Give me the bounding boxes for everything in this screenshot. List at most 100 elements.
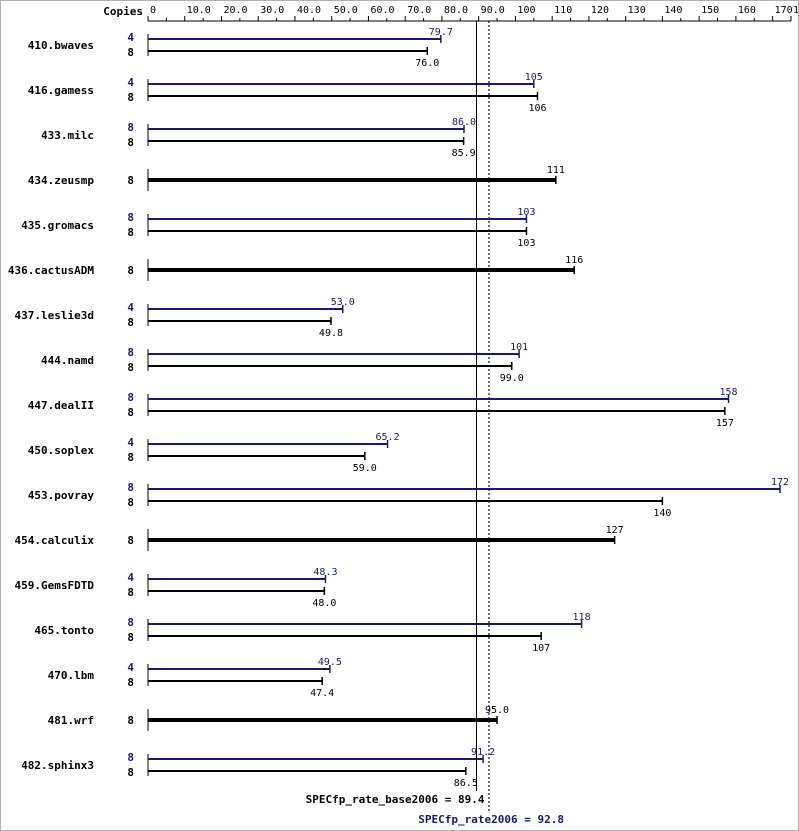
peak-value-label: 53.0 <box>331 297 355 308</box>
peak-copies-value: 8 <box>127 751 134 764</box>
base-copies-value: 8 <box>127 451 134 464</box>
peak-value-label: 158 <box>720 387 738 398</box>
benchmark-label: 453.povray <box>28 489 95 502</box>
base-value-label: 103 <box>517 238 535 249</box>
base-copies-value: 8 <box>127 91 134 104</box>
x-tick-label: 110 <box>554 5 572 16</box>
peak-value-label: 49.5 <box>318 657 342 668</box>
base-copies-value: 8 <box>127 631 134 644</box>
benchmark-label: 450.soplex <box>28 444 95 457</box>
peak-copies-value: 8 <box>127 211 134 224</box>
x-tick-label: 90.0 <box>481 5 505 16</box>
benchmark-label: 444.namd <box>41 354 94 367</box>
peak-copies-value: 8 <box>127 616 134 629</box>
peak-copies-value: 8 <box>127 391 134 404</box>
base-value-label: 106 <box>528 103 546 114</box>
x-tick-label: 175 <box>793 5 798 16</box>
x-tick-label: 160 <box>738 5 756 16</box>
benchmark-label: 482.sphinx3 <box>21 759 94 772</box>
x-tick-label: 40.0 <box>297 5 321 16</box>
x-tick-label: 10.0 <box>187 5 211 16</box>
base-summary-label: SPECfp_rate_base2006 = 89.4 <box>306 793 485 806</box>
base-value-label: 47.4 <box>310 688 334 699</box>
peak-value-label: 91.2 <box>471 747 495 758</box>
peak-value-label: 79.7 <box>429 27 453 38</box>
combined-value-label: 111 <box>547 165 565 176</box>
x-tick-label: 100 <box>517 5 535 16</box>
benchmark-label: 465.tonto <box>34 624 94 637</box>
x-tick-label: 60.0 <box>370 5 394 16</box>
benchmark-label: 433.milc <box>41 129 94 142</box>
base-value-label: 48.0 <box>312 598 336 609</box>
x-tick-label: 120 <box>591 5 609 16</box>
base-copies-value: 8 <box>127 586 134 599</box>
peak-copies-value: 4 <box>127 436 134 449</box>
base-copies-value: 8 <box>127 46 134 59</box>
x-tick-label: 150 <box>701 5 719 16</box>
base-copies-value: 8 <box>127 406 134 419</box>
x-tick-label: 80.0 <box>444 5 468 16</box>
base-value-label: 140 <box>653 508 671 519</box>
copies-header: Copies <box>103 5 143 18</box>
peak-value-label: 103 <box>517 207 535 218</box>
combined-value-label: 95.0 <box>485 705 509 716</box>
base-copies-value: 8 <box>127 496 134 509</box>
peak-copies-value: 4 <box>127 661 134 674</box>
base-value-label: 107 <box>532 643 550 654</box>
benchmark-label: 447.dealII <box>28 399 94 412</box>
base-value-label: 76.0 <box>415 58 439 69</box>
benchmark-label: 481.wrf <box>48 714 94 727</box>
benchmark-label: 435.gromacs <box>21 219 94 232</box>
base-value-label: 99.0 <box>500 373 524 384</box>
copies-value: 8 <box>127 534 134 547</box>
peak-value-label: 65.2 <box>376 432 400 443</box>
peak-copies-value: 8 <box>127 481 134 494</box>
benchmark-label: 454.calculix <box>15 534 95 547</box>
benchmark-label: 459.GemsFDTD <box>15 579 95 592</box>
benchmark-label: 436.cactusADM <box>8 264 94 277</box>
peak-value-label: 118 <box>573 612 591 623</box>
base-value-label: 157 <box>716 418 734 429</box>
copies-value: 8 <box>127 174 134 187</box>
base-copies-value: 8 <box>127 136 134 149</box>
x-tick-label: 20.0 <box>223 5 247 16</box>
x-tick-label: 0 <box>150 5 156 16</box>
x-tick-label: 140 <box>664 5 682 16</box>
copies-value: 8 <box>127 264 134 277</box>
peak-copies-value: 4 <box>127 301 134 314</box>
x-tick-label: 70.0 <box>407 5 431 16</box>
peak-value-label: 172 <box>771 477 789 488</box>
combined-value-label: 127 <box>606 525 624 536</box>
peak-copies-value: 8 <box>127 346 134 359</box>
base-value-label: 49.8 <box>319 328 343 339</box>
peak-value-label: 48.3 <box>313 567 337 578</box>
base-value-label: 86.5 <box>454 778 478 789</box>
base-copies-value: 8 <box>127 361 134 374</box>
base-copies-value: 8 <box>127 766 134 779</box>
benchmark-label: 416.gamess <box>28 84 94 97</box>
peak-value-label: 105 <box>525 72 543 83</box>
peak-copies-value: 4 <box>127 571 134 584</box>
benchmark-label: 470.lbm <box>48 669 95 682</box>
combined-value-label: 116 <box>565 255 583 266</box>
peak-value-label: 86.0 <box>452 117 476 128</box>
peak-summary-label: SPECfp_rate2006 = 92.8 <box>418 813 564 826</box>
x-tick-label: 130 <box>628 5 646 16</box>
peak-copies-value: 4 <box>127 76 134 89</box>
base-value-label: 85.9 <box>452 148 476 159</box>
base-copies-value: 8 <box>127 226 134 239</box>
copies-value: 8 <box>127 714 134 727</box>
x-tick-label: 50.0 <box>334 5 358 16</box>
peak-copies-value: 4 <box>127 31 134 44</box>
base-copies-value: 8 <box>127 676 134 689</box>
peak-copies-value: 8 <box>127 121 134 134</box>
base-value-label: 59.0 <box>353 463 377 474</box>
benchmark-label: 434.zeusmp <box>28 174 95 187</box>
benchmark-label: 437.leslie3d <box>15 309 94 322</box>
x-tick-label: 170 <box>775 5 793 16</box>
benchmark-label: 410.bwaves <box>28 39 94 52</box>
base-copies-value: 8 <box>127 316 134 329</box>
peak-value-label: 101 <box>510 342 528 353</box>
